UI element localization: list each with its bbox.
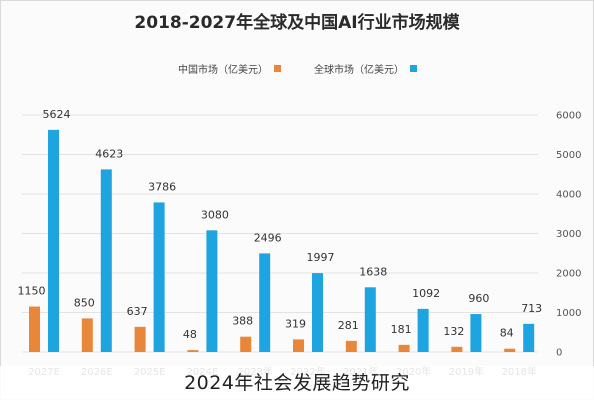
bar-china (293, 339, 304, 352)
data-label: 637 (127, 305, 148, 318)
legend: 中国市场（亿美元） 全球市场（亿美元） (178, 63, 417, 76)
bar-china (134, 326, 146, 352)
legend-label: 中国市场（亿美元） (178, 63, 268, 76)
bar-global (48, 129, 59, 352)
data-label: 48 (183, 328, 197, 341)
data-label: 84 (500, 327, 514, 340)
data-label: 3786 (148, 180, 176, 193)
bars (29, 129, 535, 352)
data-label: 1150 (18, 285, 46, 298)
legend-swatch (274, 65, 281, 72)
y-tick-label: 1000 (556, 308, 581, 319)
bar-global (470, 314, 482, 352)
y-tick-label: 5000 (556, 150, 581, 161)
data-label: 132 (443, 325, 464, 338)
data-label: 2496 (254, 231, 282, 244)
y-axis: 0 1000 2000 3000 4000 5000 6000 (556, 111, 581, 359)
data-label: 960 (468, 292, 489, 305)
bar-global (153, 202, 165, 352)
data-label: 388 (232, 315, 253, 328)
data-label: 281 (338, 319, 359, 332)
caption: 2024年社会发展趋势研究 (0, 366, 594, 400)
y-tick-label: 0 (556, 348, 562, 359)
bar-global (100, 169, 112, 352)
data-label: 850 (74, 296, 95, 309)
bar-global (206, 230, 218, 352)
data-label: 319 (285, 317, 306, 330)
data-label: 5624 (43, 108, 71, 121)
value-labels: 1150 5624 850 4623 637 3786 48 3080 388 2496 319 19… (18, 108, 543, 341)
data-label: 4623 (95, 147, 123, 160)
bar-global (312, 273, 323, 352)
bar-china (345, 340, 357, 352)
bar-global (364, 287, 376, 352)
y-tick-label: 2000 (556, 269, 581, 280)
y-tick-label: 6000 (556, 111, 581, 122)
bar-china (187, 350, 199, 352)
bar-global (259, 253, 271, 352)
bar-global (417, 308, 429, 352)
chart-title: 2018-2027年全球及中国AI行业市场规模 (134, 12, 460, 33)
y-tick-label: 4000 (556, 190, 581, 201)
bar-global (523, 323, 535, 352)
bar-china (451, 346, 463, 352)
y-tick-label: 3000 (556, 229, 581, 240)
legend-label: 全球市场（亿美元） (314, 63, 404, 76)
bar-china (398, 344, 410, 352)
bar-china (29, 306, 40, 352)
bar-china (81, 318, 93, 352)
bar-china (240, 336, 252, 352)
data-label: 1997 (307, 251, 335, 264)
data-label: 3080 (201, 208, 229, 221)
data-label: 181 (391, 323, 412, 336)
data-label: 713 (521, 302, 542, 315)
data-label: 1638 (359, 265, 387, 278)
data-label: 1092 (412, 287, 440, 300)
legend-swatch (410, 65, 417, 72)
bar-china (504, 348, 516, 352)
